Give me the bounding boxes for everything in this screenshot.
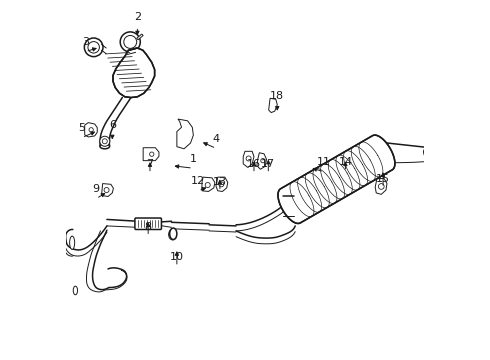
Ellipse shape xyxy=(424,150,433,163)
Polygon shape xyxy=(101,184,113,197)
FancyBboxPatch shape xyxy=(135,218,161,229)
Circle shape xyxy=(89,128,93,132)
Circle shape xyxy=(149,152,154,156)
Polygon shape xyxy=(278,135,395,224)
Text: 18: 18 xyxy=(270,91,284,101)
Circle shape xyxy=(84,38,103,57)
Polygon shape xyxy=(113,48,155,98)
Circle shape xyxy=(88,41,99,53)
Polygon shape xyxy=(257,153,267,169)
Text: 1: 1 xyxy=(190,154,196,164)
Circle shape xyxy=(100,136,110,146)
Polygon shape xyxy=(243,151,254,167)
Text: 17: 17 xyxy=(261,159,275,169)
Ellipse shape xyxy=(170,232,175,237)
Circle shape xyxy=(246,156,251,161)
Polygon shape xyxy=(137,34,143,40)
Text: 13: 13 xyxy=(213,177,227,187)
Polygon shape xyxy=(143,148,159,161)
Circle shape xyxy=(120,32,140,52)
Circle shape xyxy=(104,188,109,193)
Circle shape xyxy=(102,139,107,144)
Circle shape xyxy=(205,183,210,188)
Ellipse shape xyxy=(73,286,77,295)
Text: 4: 4 xyxy=(213,134,220,144)
Circle shape xyxy=(219,182,224,187)
Circle shape xyxy=(378,184,384,189)
Text: 6: 6 xyxy=(109,120,116,130)
Text: 2: 2 xyxy=(134,12,141,22)
Text: 14: 14 xyxy=(339,157,352,167)
Text: 10: 10 xyxy=(170,252,184,262)
Polygon shape xyxy=(202,177,215,192)
Text: 9: 9 xyxy=(93,184,100,194)
Text: 11: 11 xyxy=(317,157,331,167)
Circle shape xyxy=(261,158,265,163)
Polygon shape xyxy=(177,119,194,149)
Text: 3: 3 xyxy=(82,37,89,47)
Text: 7: 7 xyxy=(147,159,153,169)
Ellipse shape xyxy=(70,236,74,249)
Ellipse shape xyxy=(100,144,110,149)
Ellipse shape xyxy=(169,229,176,240)
Circle shape xyxy=(124,36,137,48)
Text: 12: 12 xyxy=(191,176,205,186)
Text: 8: 8 xyxy=(145,222,152,232)
Polygon shape xyxy=(216,177,228,192)
Polygon shape xyxy=(375,179,387,194)
Polygon shape xyxy=(269,98,277,113)
Text: 16: 16 xyxy=(247,159,261,169)
Text: 5: 5 xyxy=(78,123,85,134)
Text: 15: 15 xyxy=(376,174,390,184)
Ellipse shape xyxy=(170,228,177,239)
Polygon shape xyxy=(85,123,97,137)
